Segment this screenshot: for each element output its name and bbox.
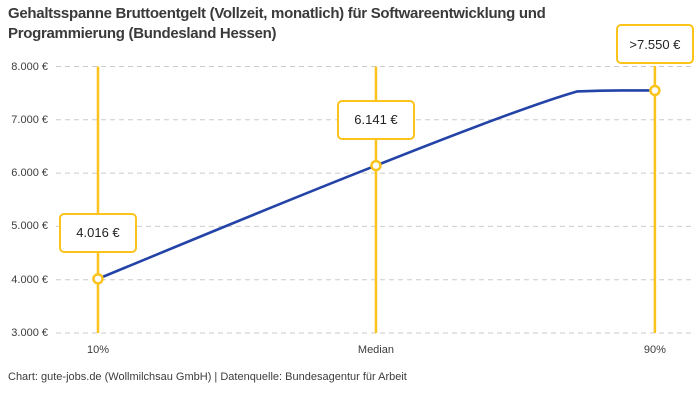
data-point-marker[interactable]: [92, 273, 104, 285]
value-label[interactable]: 6.141 €: [336, 99, 415, 140]
y-axis-tick-label: 5.000 €: [11, 220, 48, 233]
value-label[interactable]: >7.550 €: [615, 24, 694, 65]
y-axis-tick-label: 6.000 €: [11, 167, 48, 180]
x-axis-tick-label: 90%: [643, 344, 666, 356]
chart-credit: Chart: gute-jobs.de (Wollmilchsau GmbH) …: [8, 371, 407, 383]
data-point-marker[interactable]: [370, 159, 382, 172]
y-axis-tick-label: 7.000 €: [11, 113, 48, 126]
y-axis-tick-label: 4.000 €: [11, 273, 48, 286]
data-point-marker[interactable]: [649, 84, 661, 97]
y-axis-tick-label: 3.000 €: [11, 327, 48, 339]
chart-title: Gehaltsspanne Bruttoentgelt (Vollzeit, m…: [8, 5, 546, 42]
value-label[interactable]: 4.016 €: [58, 212, 137, 253]
x-axis-tick-label: Median: [357, 344, 394, 356]
salary-curve: [96, 89, 657, 281]
x-axis-tick-label: 10%: [86, 344, 109, 356]
y-axis-tick-label: 8.000 €: [11, 60, 48, 73]
